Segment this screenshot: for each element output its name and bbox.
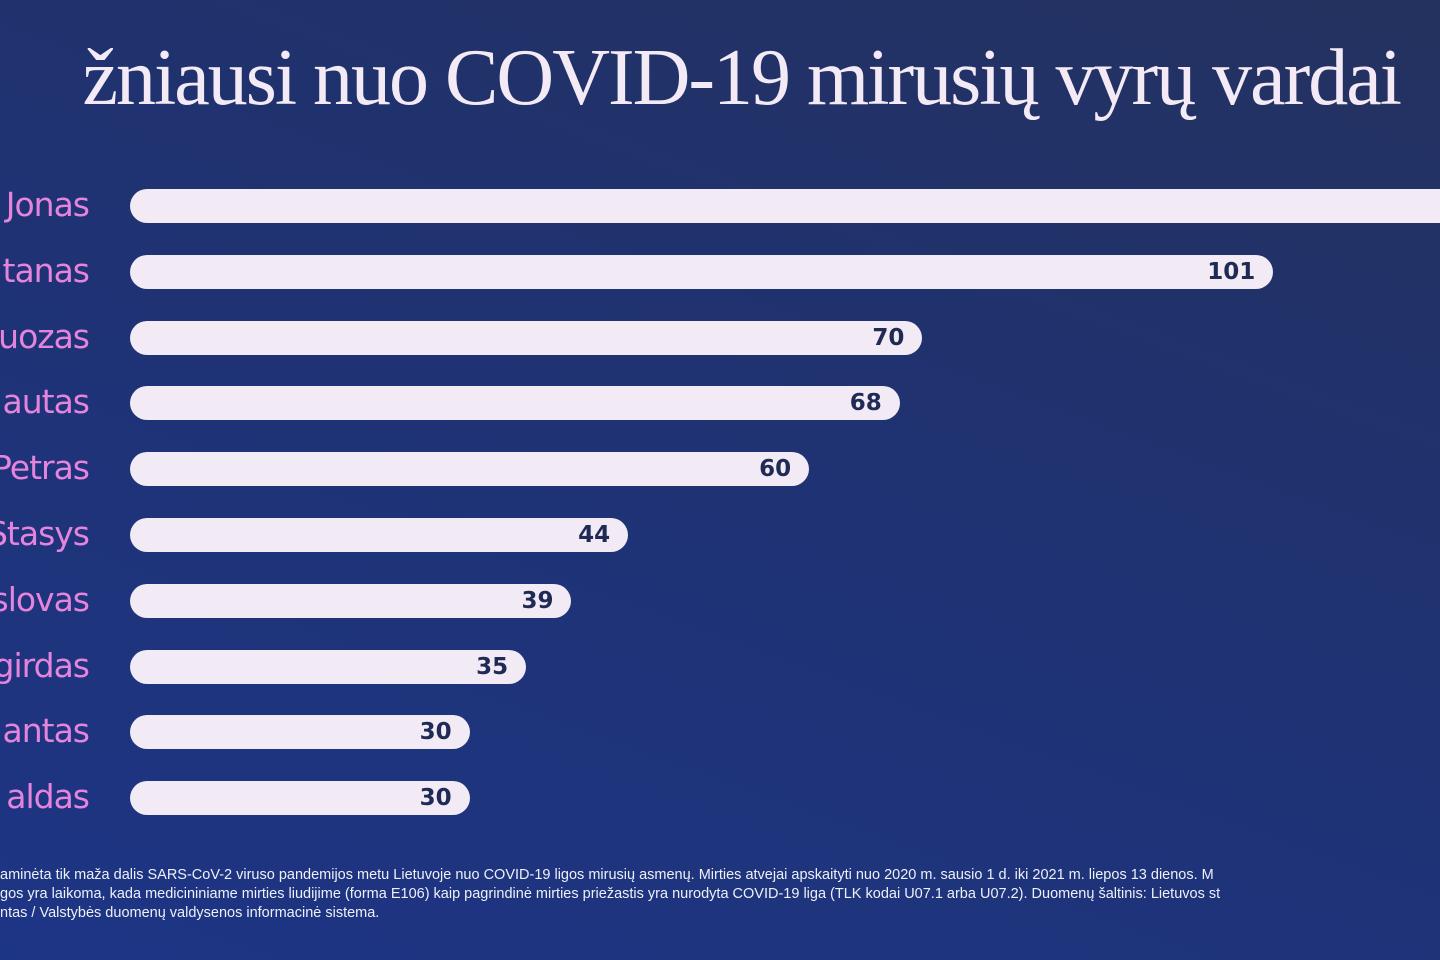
category-label: aldas: [6, 777, 90, 817]
category-label: uozas: [0, 316, 90, 356]
value-label: 39: [521, 587, 554, 614]
bar: 101: [130, 254, 1274, 289]
value-label: 60: [759, 456, 792, 483]
bar: 44: [130, 518, 629, 552]
bar: 30: [130, 781, 470, 816]
value-label: 35: [476, 653, 509, 680]
bar: 39: [130, 583, 572, 618]
value-label: 30: [419, 785, 452, 812]
category-label: Petras: [0, 448, 90, 488]
category-label: girdas: [0, 645, 90, 685]
bar: 68: [130, 386, 900, 421]
footnote-line: ntas / Valstybės duomenų valdysenos info…: [0, 905, 380, 921]
bar: 60: [130, 452, 810, 487]
bar: 35: [130, 649, 527, 684]
category-label: Stasys: [0, 514, 90, 553]
footnote: aminėta tik maža dalis SARS-CoV-2 viruso…: [0, 866, 1430, 923]
category-label: Jonas: [5, 185, 90, 224]
value-label: 30: [419, 719, 452, 746]
category-label: slovas: [0, 579, 90, 619]
category-label: tanas: [2, 250, 90, 290]
chart-title: žniausi nuo COVID-19 mirusių vyrų vardai: [82, 34, 1402, 122]
category-label: antas: [2, 711, 90, 751]
value-label: 101: [1207, 258, 1256, 285]
bar: 70: [130, 320, 923, 355]
category-label: autas: [2, 382, 90, 422]
bar: [130, 189, 1440, 223]
bar: 30: [130, 715, 470, 750]
value-label: 44: [578, 522, 611, 548]
value-label: 68: [849, 390, 882, 417]
value-label: 70: [872, 324, 905, 351]
footnote-line: aminėta tik maža dalis SARS-CoV-2 viruso…: [0, 867, 1214, 883]
footnote-line: gos yra laikoma, kada medicininiame mirt…: [0, 886, 1221, 902]
